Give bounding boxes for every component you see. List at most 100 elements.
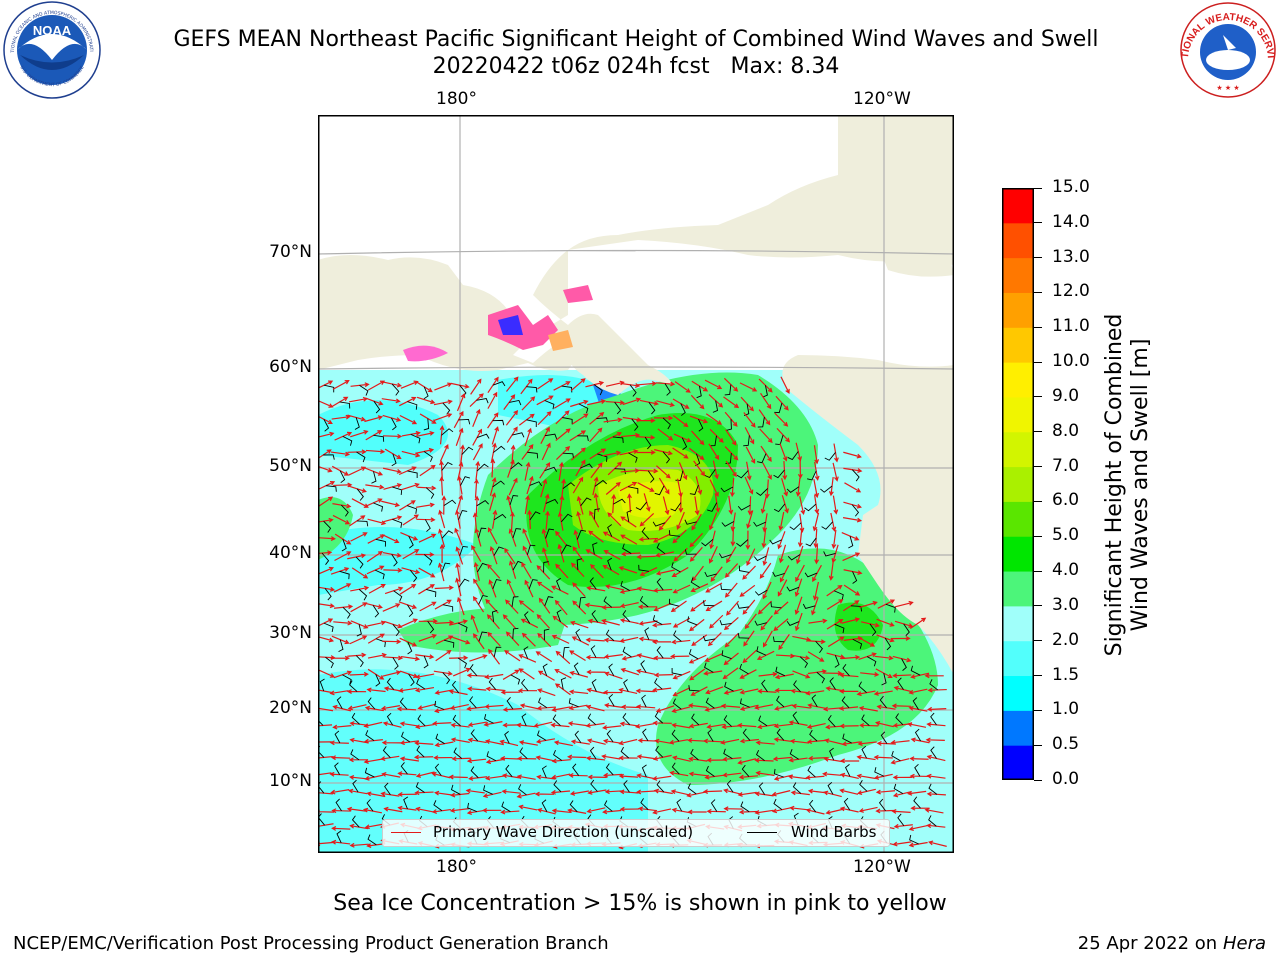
wind-barb [541,765,547,779]
wave-direction-arrow [654,449,673,456]
wave-direction-arrow [585,380,605,388]
wind-barb [356,624,362,637]
wave-direction-arrow [738,809,759,815]
wave-direction-arrow [722,667,739,680]
wind-barb [702,635,716,642]
wave-direction-arrow [639,512,655,527]
wave-direction-arrow [555,410,570,425]
wave-direction-arrow [907,790,927,796]
wave-direction-arrow [636,449,656,455]
machine-name: Hera [1222,933,1266,954]
sea-ice-bering-2 [498,315,523,335]
wind-barb [842,733,852,744]
wind-barb [342,606,351,619]
wind-barb [799,656,809,668]
wind-barb [723,715,732,727]
wave-direction-arrow [516,792,536,799]
wind-barb [478,631,488,642]
wind-barb [375,673,381,687]
wind-barb [866,656,877,667]
colorbar-segment [1002,466,1034,502]
wave-direction-arrow [618,773,639,779]
wave-direction-arrow [504,650,521,662]
wave-direction-arrow [399,396,417,407]
wave-direction-arrow [690,686,708,696]
wind-barb [809,799,817,813]
wave-direction-arrow [693,460,706,477]
wave-direction-arrow [686,791,706,798]
wind-barb [392,518,403,528]
wave-direction-arrow [638,620,658,626]
wave-direction-arrow [520,618,539,629]
wave-direction-arrow [619,602,639,609]
wave-direction-arrow [705,686,724,695]
wind-barb [457,622,468,633]
wind-barb [912,697,919,710]
wave-direction-arrow [858,705,878,712]
wind-barb [590,645,597,658]
wave-direction-arrow [568,689,589,695]
wave-direction-arrow [723,396,740,409]
wind-barb [851,504,860,517]
wave-direction-arrow [737,758,757,765]
wind-barb [342,674,352,685]
wave-direction-arrow [611,493,617,514]
wave-direction-arrow [365,397,384,406]
wind-barb [536,730,547,741]
wave-direction-arrow [482,791,502,798]
wind-barb [356,451,366,463]
wave-direction-arrow [671,567,689,578]
wave-direction-arrow [792,670,811,679]
wave-direction-arrow [552,615,569,628]
wave-direction-arrow [754,809,774,815]
wind-barb [914,728,922,742]
wind-barb [804,503,817,512]
wind-barb [526,544,536,555]
storm-west-edge [318,497,353,560]
wind-barb [543,628,550,641]
wind-barb [486,751,497,762]
wind-barb [823,551,836,557]
wind-barb [878,798,886,812]
wind-barb [914,763,921,777]
wave-direction-arrow [653,788,673,795]
wind-barb [488,677,497,690]
wave-direction-arrow [332,724,352,730]
wind-barb [391,553,398,567]
wave-direction-arrow [438,528,446,548]
wave-direction-arrow [349,635,368,645]
wave-direction-arrow [812,581,820,601]
sea-ice-note: Sea Ice Concentration > 15% is shown in … [333,891,947,916]
map-subtitle: 20220422 t06z 024h fcst Max: 8.34 [432,54,840,79]
wind-barb [641,694,647,708]
wave-direction-arrow [890,758,910,765]
wind-barb [319,678,325,692]
wave-direction-arrow [482,807,502,813]
wave-direction-arrow [414,740,434,746]
wave-direction-arrow [332,380,350,390]
wind-barb [834,655,840,668]
wave-direction-arrow [689,546,703,562]
wave-direction-arrow [709,428,724,443]
wind-barb [400,762,408,775]
wave-direction-arrow [397,771,417,777]
wind-barb [443,639,455,648]
wave-direction-arrow [689,668,706,681]
wave-direction-arrow [739,738,759,744]
wind-barb [382,746,391,758]
wave-direction-arrow [467,721,487,728]
wave-direction-arrow [333,620,353,626]
wind-barb [386,677,395,691]
colorbar-segment [1002,327,1034,363]
wave-direction-arrow [709,614,724,629]
wave-direction-arrow [791,654,811,661]
wave-direction-arrow [603,417,623,423]
wind-barb [930,746,937,759]
wave-direction-arrow [384,448,402,460]
wave-direction-arrow [381,500,401,508]
wave-direction-arrow [488,648,501,665]
wave-direction-arrow [603,550,621,560]
wind-barb [786,486,800,493]
wind-barb [668,530,680,537]
wave-direction-arrow [678,462,688,481]
